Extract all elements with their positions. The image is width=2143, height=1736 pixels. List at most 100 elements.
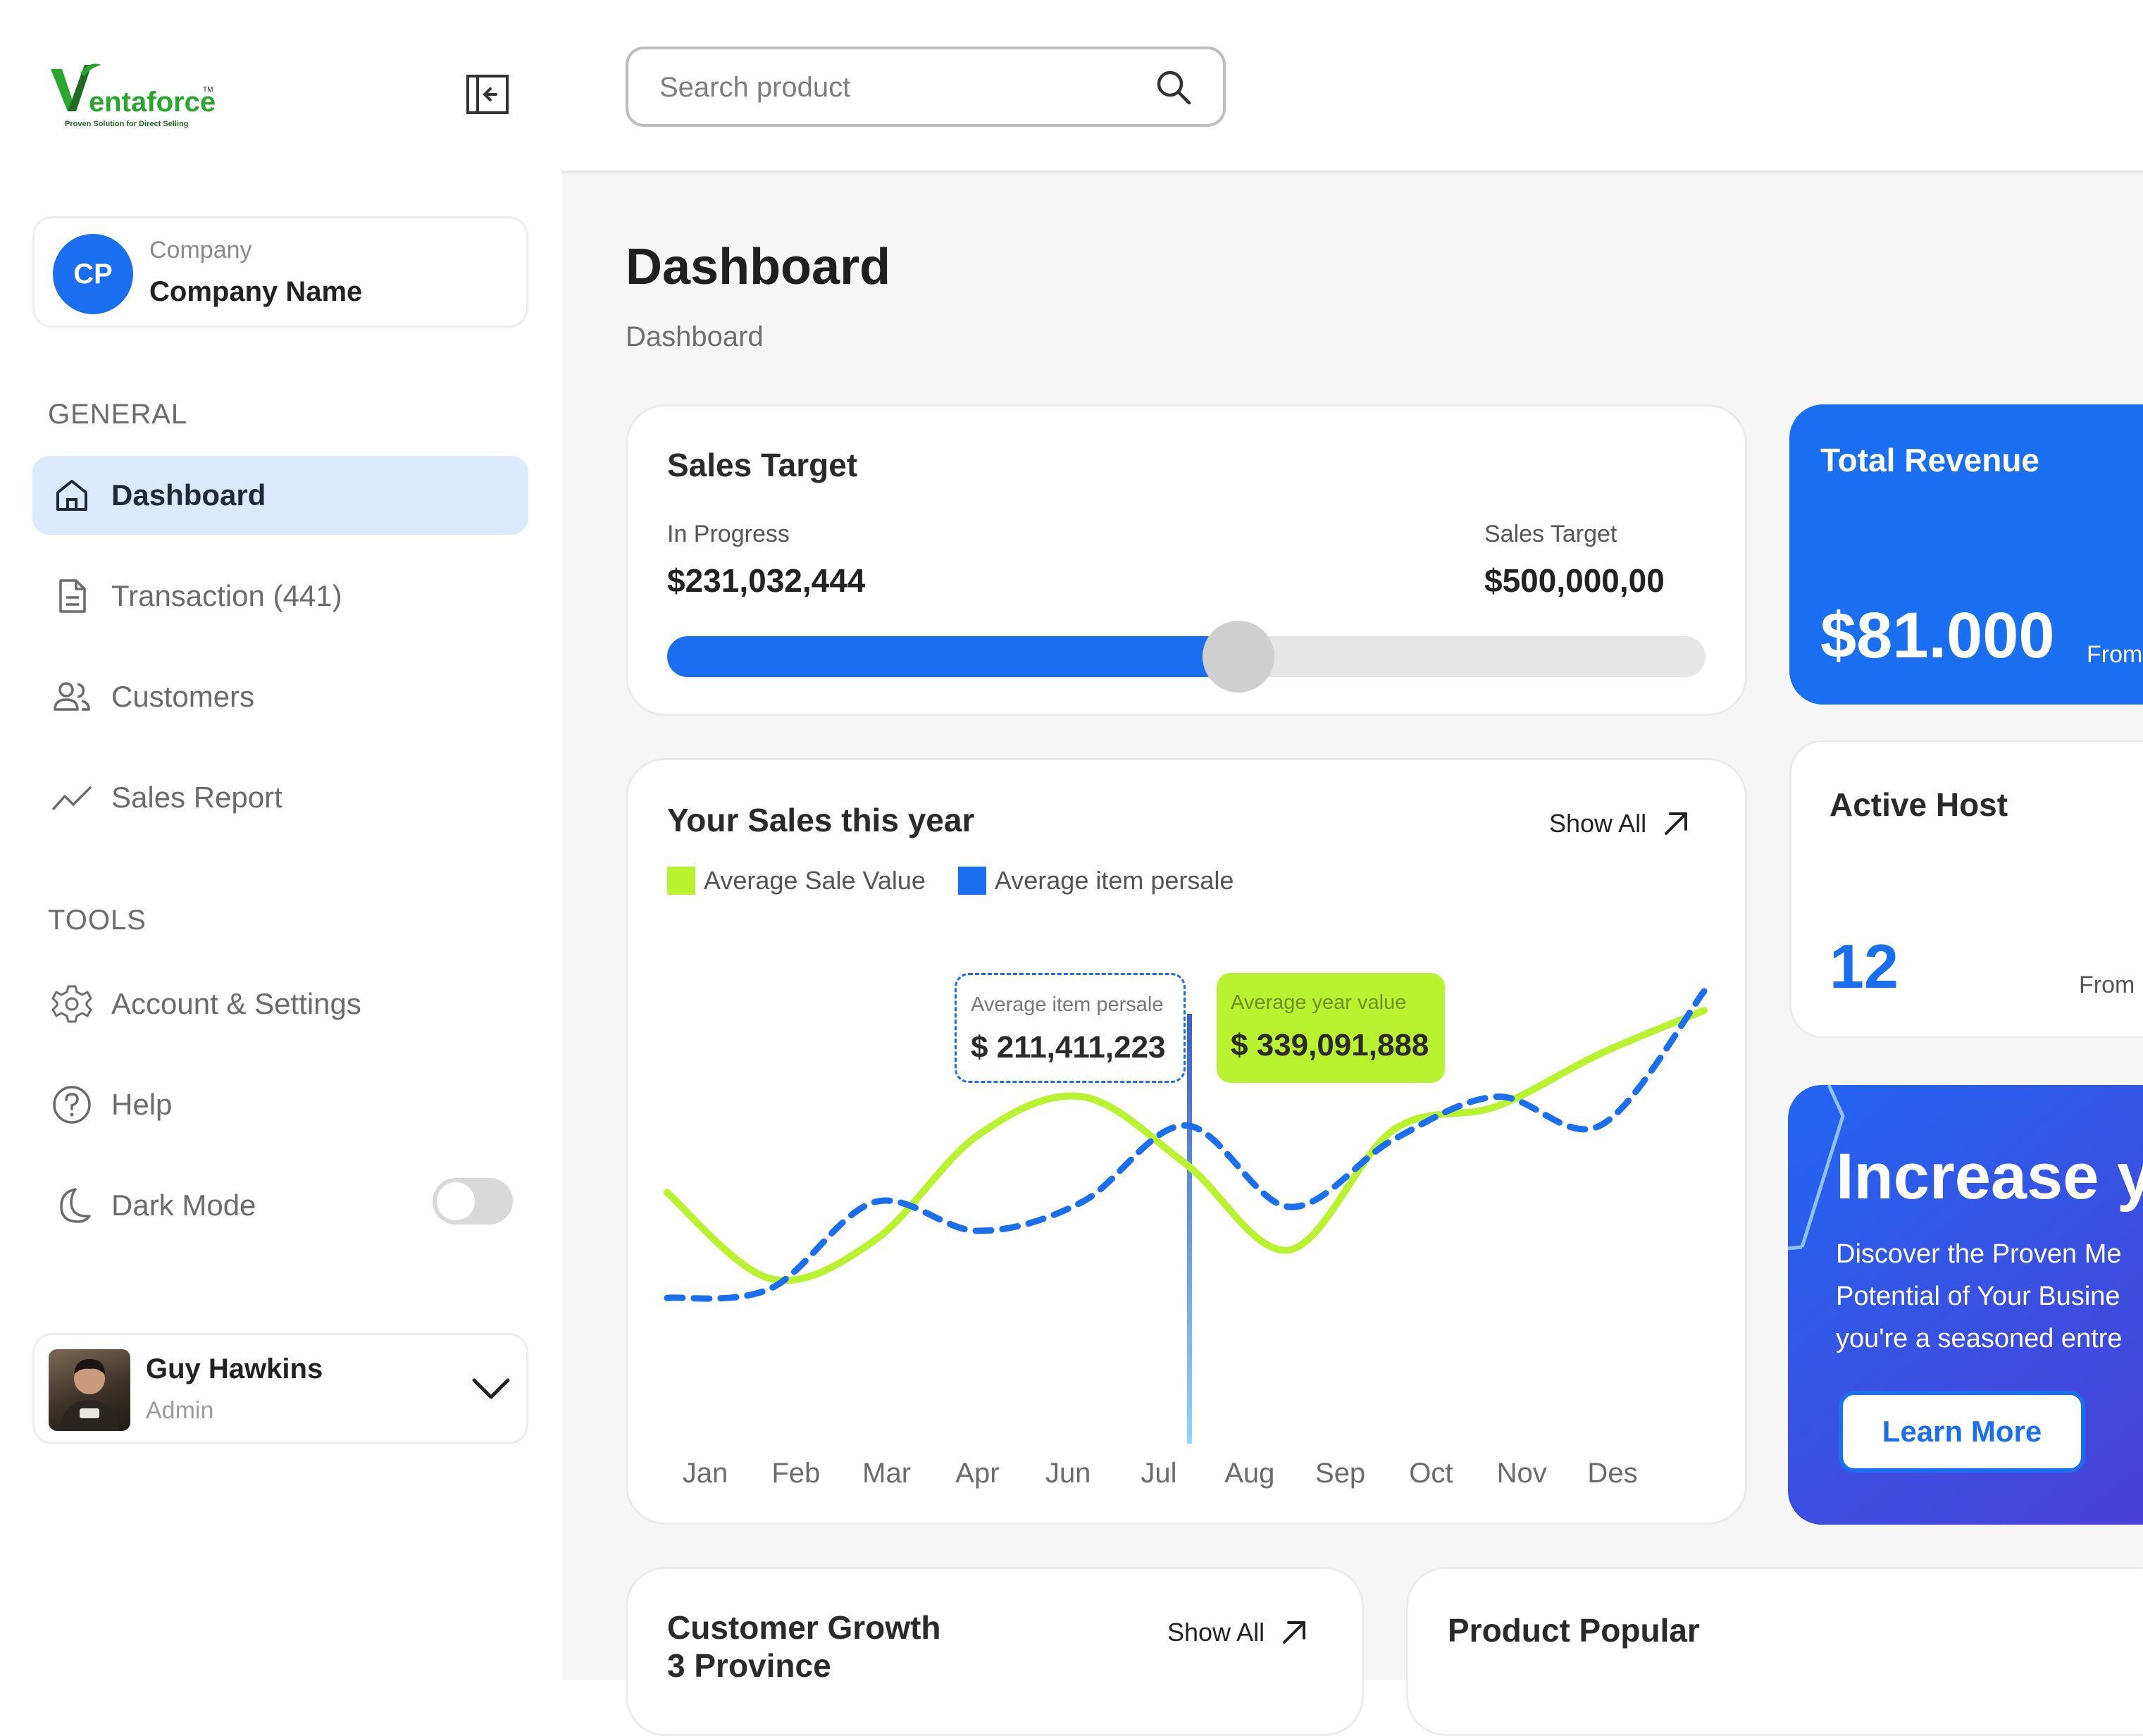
user-menu[interactable]: Guy Hawkins Admin — [32, 1333, 528, 1444]
sidebar: entaforce TM Proven Solution for Direct … — [0, 0, 562, 1680]
sidebar-item-label: Dashboard — [111, 478, 266, 512]
x-tick-label: Nov — [1496, 1458, 1547, 1489]
total-revenue-card: Total Revenue $81.000 From — [1789, 404, 2143, 705]
page-title: Dashboard — [626, 239, 891, 295]
customer-growth-title-line: Customer Growth — [667, 1609, 941, 1646]
x-tick-label: Apr — [955, 1458, 1000, 1489]
in-progress-label: In Progress — [667, 521, 790, 547]
learn-more-button[interactable]: Learn More — [1839, 1391, 2085, 1472]
ventaforce-logo[interactable]: entaforce TM Proven Solution for Direct … — [46, 61, 216, 131]
x-tick-label: Aug — [1224, 1458, 1275, 1489]
active-host-from: From — [2079, 972, 2135, 998]
x-tick-label: Jan — [682, 1458, 728, 1489]
customer-growth-title: Customer Growth 3 Province — [667, 1608, 940, 1685]
company-label: Company — [149, 237, 252, 264]
show-all-link[interactable]: Show All — [1167, 1617, 1310, 1648]
customer-growth-title-line: 3 Province — [667, 1647, 831, 1684]
help-circle-icon — [49, 1082, 94, 1127]
user-role: Admin — [146, 1397, 214, 1424]
promo-description: Discover the Proven Me Potential of Your… — [1836, 1233, 2143, 1360]
tooltip-value: $ 339,091,888 — [1231, 1028, 1429, 1062]
legend-swatch — [667, 867, 695, 895]
company-avatar: CP — [53, 234, 133, 314]
tooltip-value: $ 211,411,223 — [971, 1030, 1166, 1065]
legend-swatch — [957, 867, 986, 895]
sales-target-title: Sales Target — [667, 447, 858, 483]
users-icon — [49, 674, 94, 719]
x-tick-label: Jun — [1045, 1458, 1091, 1489]
breadcrumb[interactable]: Dashboard — [626, 321, 764, 352]
sales-target-label: Sales Target — [1484, 521, 1617, 547]
promo-title: Increase yo — [1836, 1141, 2143, 1213]
logo-tm: TM — [203, 86, 213, 94]
promo-line: Potential of Your Busine — [1836, 1282, 2120, 1311]
chevron-down-icon[interactable] — [468, 1366, 514, 1411]
arrow-up-right-icon — [1283, 1621, 1306, 1644]
sidebar-item-label: Transaction (441) — [111, 579, 342, 612]
progress-fill — [667, 636, 1238, 677]
product-popular-title: Product Popular — [1448, 1612, 1700, 1649]
promo-banner: Increase yo Discover the Proven Me Poten… — [1788, 1085, 2143, 1525]
moon-icon — [49, 1183, 94, 1228]
search-input[interactable] — [658, 63, 1140, 111]
sales-progress-bar — [667, 621, 1706, 693]
x-tick-label: Feb — [771, 1458, 821, 1489]
sidebar-item-label: Sales Report — [111, 781, 282, 814]
legend-item[interactable]: Average item persale — [957, 866, 1234, 895]
in-progress-value: $231,032,444 — [667, 562, 866, 599]
customer-growth-card: Customer Growth 3 Province Show All — [626, 1567, 1364, 1736]
section-general: GENERAL — [48, 399, 188, 430]
x-tick-label: Des — [1587, 1458, 1638, 1489]
x-tick-label: Oct — [1409, 1458, 1453, 1489]
sidebar-item-label: Dark Mode — [111, 1189, 256, 1222]
company-switcher[interactable]: CP Company Company Name — [32, 216, 528, 328]
avatar — [49, 1349, 130, 1431]
collapse-sidebar-icon[interactable] — [465, 73, 510, 116]
legend-label: Average Sale Value — [704, 866, 926, 895]
x-tick-label: Sep — [1315, 1458, 1366, 1489]
show-all-link[interactable]: Show All — [1549, 808, 1691, 839]
active-host-card: Active Host 12 From — [1789, 740, 2143, 1038]
sales-line-chart — [664, 988, 1708, 1444]
series-line-average-sale-value[interactable] — [664, 1007, 1708, 1284]
total-revenue-title: Total Revenue — [1820, 442, 2039, 478]
sidebar-item-dashboard[interactable]: Dashboard — [32, 456, 528, 535]
promo-line: Discover the Proven Me — [1836, 1239, 2122, 1269]
active-host-title: Active Host — [1830, 786, 2008, 823]
sidebar-item-dark-mode[interactable]: Dark Mode — [32, 1166, 413, 1245]
product-popular-card: Product Popular — [1406, 1567, 2143, 1736]
sales-year-card: Your Sales this year Show All Average Sa… — [626, 758, 1747, 1525]
series-line-average-item-persale[interactable] — [664, 988, 1708, 1302]
progress-slider-handle[interactable] — [1202, 621, 1274, 693]
sidebar-item-help[interactable]: Help — [32, 1065, 528, 1144]
active-host-value: 12 — [1830, 931, 1899, 1001]
arrow-up-right-icon — [1665, 812, 1688, 835]
user-name: Guy Hawkins — [146, 1353, 323, 1384]
tooltip-average-year: Average year value $ 339,091,888 — [1217, 973, 1445, 1083]
sidebar-item-customers[interactable]: Customers — [32, 657, 528, 736]
sidebar-item-account-settings[interactable]: Account & Settings — [32, 965, 528, 1043]
search-box[interactable] — [626, 46, 1226, 127]
highlight-line — [1187, 1014, 1192, 1444]
promo-decoration — [1788, 1085, 1845, 1251]
legend-item[interactable]: Average Sale Value — [667, 866, 926, 895]
dark-mode-toggle[interactable] — [433, 1178, 513, 1224]
document-icon — [49, 574, 94, 619]
sidebar-item-transaction[interactable]: Transaction (441) — [32, 557, 528, 636]
sales-target-card: Sales Target In Progress $231,032,444 Sa… — [626, 404, 1747, 716]
logo-tagline: Proven Solution for Direct Selling — [65, 120, 188, 128]
home-icon — [49, 473, 94, 518]
trend-line-icon — [49, 775, 94, 820]
show-all-label: Show All — [1549, 809, 1647, 838]
sidebar-item-label: Customers — [111, 680, 255, 713]
sidebar-item-sales-report[interactable]: Sales Report — [32, 758, 528, 837]
search-icon[interactable] — [1153, 66, 1195, 108]
section-tools: TOOLS — [48, 905, 147, 936]
toggle-knob — [437, 1182, 475, 1220]
x-tick-label: Mar — [862, 1458, 912, 1489]
sidebar-item-label: Help — [111, 1088, 173, 1121]
sales-target-value: $500,000,00 — [1484, 562, 1665, 599]
show-all-label: Show All — [1167, 1618, 1265, 1647]
tooltip-label: Average year value — [1231, 991, 1407, 1014]
sidebar-item-label: Account & Settings — [111, 987, 361, 1020]
